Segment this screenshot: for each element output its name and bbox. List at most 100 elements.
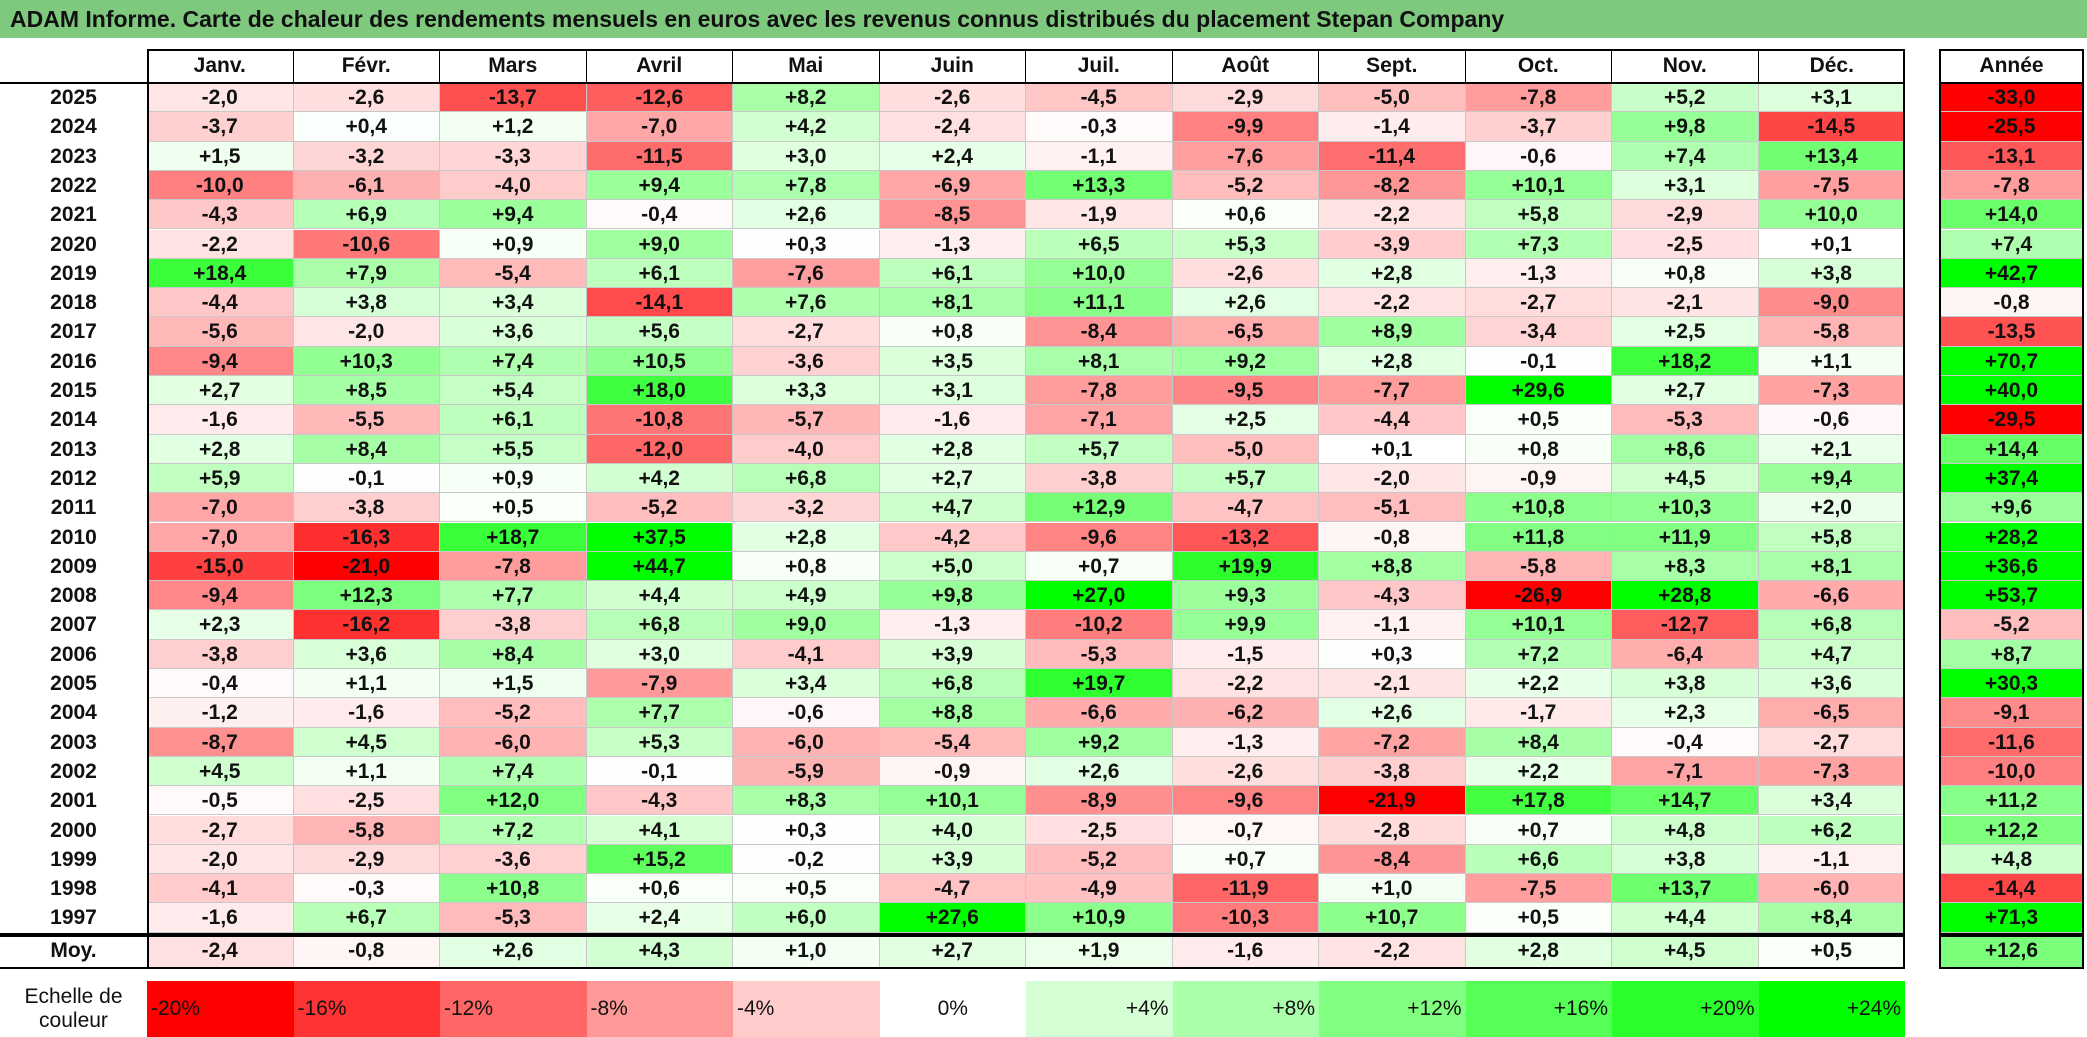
heatmap-cell: -5,6 xyxy=(147,317,294,347)
heatmap-cell: +6,8 xyxy=(879,669,1026,699)
heatmap-cell: +3,6 xyxy=(1758,669,1905,699)
heatmap-cell: +2,3 xyxy=(1612,698,1759,728)
heatmap-cell: +7,3 xyxy=(1465,229,1612,259)
heatmap-cell: +5,8 xyxy=(1465,200,1612,230)
annual-cell: +40,0 xyxy=(1939,376,2084,406)
heatmap-cell: -5,1 xyxy=(1319,493,1466,523)
heatmap-cell: -1,5 xyxy=(1172,639,1319,669)
heatmap-cell: -0,2 xyxy=(733,844,880,875)
heatmap-cell: -9,6 xyxy=(1172,786,1319,816)
heatmap-cell: +0,7 xyxy=(1465,815,1612,845)
heatmap-cell: +9,9 xyxy=(1172,610,1319,640)
heatmap-cell: -3,8 xyxy=(147,639,294,669)
heatmap-cell: +6,6 xyxy=(1465,844,1612,875)
heatmap-cell: +2,7 xyxy=(1612,376,1759,406)
heatmap-cell: +5,5 xyxy=(440,434,587,464)
heatmap-cell: +8,9 xyxy=(1319,317,1466,347)
heatmap-cell: +0,6 xyxy=(586,874,733,904)
heatmap-cell: +18,2 xyxy=(1612,346,1759,376)
heatmap-cell: -1,4 xyxy=(1319,112,1466,142)
heatmap-cell: +12,0 xyxy=(440,786,587,816)
heatmap-cell: +0,3 xyxy=(733,229,880,259)
heatmap-cell: -0,8 xyxy=(1319,522,1466,552)
heatmap-cell: -1,1 xyxy=(1758,844,1905,875)
heatmap-cell: -2,7 xyxy=(1465,288,1612,318)
annual-cell: +36,6 xyxy=(1939,551,2084,582)
heatmap-cell: -6,2 xyxy=(1172,698,1319,728)
heatmap-cell: -4,3 xyxy=(147,200,294,230)
heatmap-cell: -7,8 xyxy=(1465,83,1612,113)
heatmap-cell: -9,9 xyxy=(1172,112,1319,142)
heatmap-cell: +6,2 xyxy=(1758,815,1905,845)
annual-cell: +28,2 xyxy=(1939,522,2084,552)
heatmap-cell: -14,5 xyxy=(1758,112,1905,142)
heatmap-cell: -7,2 xyxy=(1319,727,1466,757)
body-right-border xyxy=(1903,49,1905,933)
annual-cell: +4,8 xyxy=(1939,844,2084,875)
heatmap-cell: +2,6 xyxy=(733,200,880,230)
month-header-8: Août xyxy=(1172,49,1319,83)
heatmap-cell: +2,8 xyxy=(1319,258,1466,289)
heatmap-cell: +6,8 xyxy=(733,463,880,494)
heatmap-cell: +2,7 xyxy=(147,376,294,406)
heatmap-cell: -8,4 xyxy=(1026,317,1173,347)
heatmap-cell: +5,4 xyxy=(440,376,587,406)
average-cell: +1,0 xyxy=(733,935,880,967)
annual-body-bottom-border xyxy=(1939,932,2084,935)
heatmap-cell: +2,6 xyxy=(1026,756,1173,787)
heatmap-cell: -6,9 xyxy=(879,170,1026,201)
year-label-2015: 2015 xyxy=(0,376,147,406)
year-label-2024: 2024 xyxy=(0,112,147,142)
heatmap-cell: +18,0 xyxy=(586,376,733,406)
heatmap-cell: -0,4 xyxy=(586,200,733,230)
annual-cell: -13,1 xyxy=(1939,141,2084,171)
average-left-border xyxy=(147,935,149,967)
year-label-2023: 2023 xyxy=(0,141,147,171)
heatmap-cell: -7,8 xyxy=(440,551,587,582)
heatmap-cell: +4,2 xyxy=(586,463,733,494)
heatmap-cell: -3,6 xyxy=(733,346,880,376)
heatmap-cell: +3,9 xyxy=(879,844,1026,875)
heatmap-cell: +10,1 xyxy=(1465,170,1612,201)
heatmap-cell: +8,4 xyxy=(293,434,440,464)
year-label-2008: 2008 xyxy=(0,581,147,611)
heatmap-cell: -11,9 xyxy=(1172,874,1319,904)
heatmap-cell: +5,7 xyxy=(1026,434,1173,464)
heatmap-cell: -9,0 xyxy=(1758,288,1905,318)
heatmap-cell: -0,6 xyxy=(733,698,880,728)
annual-cell: -25,5 xyxy=(1939,112,2084,142)
heatmap-cell: +10,5 xyxy=(586,346,733,376)
heatmap-cell: +7,2 xyxy=(1465,639,1612,669)
heatmap-cell: +6,5 xyxy=(1026,229,1173,259)
average-cell: +1,9 xyxy=(1026,935,1173,967)
heatmap-cell: +2,8 xyxy=(879,434,1026,464)
month-header-3: Mars xyxy=(440,49,587,83)
year-label-2020: 2020 xyxy=(0,229,147,259)
heatmap-cell: +2,1 xyxy=(1758,434,1905,464)
heatmap-cell: +8,1 xyxy=(879,288,1026,318)
chart-title: ADAM Informe. Carte de chaleur des rende… xyxy=(0,0,2087,38)
heatmap-cell: -9,5 xyxy=(1172,376,1319,406)
heatmap-cell: -5,0 xyxy=(1319,83,1466,113)
average-annual-cell: +12,6 xyxy=(1939,935,2084,967)
heatmap-cell: -1,2 xyxy=(147,698,294,728)
legend-swatch: +24% xyxy=(1758,981,1905,1037)
heatmap-cell: -2,6 xyxy=(293,83,440,113)
heatmap-cell: -2,9 xyxy=(1612,200,1759,230)
annual-cell: +7,4 xyxy=(1939,229,2084,259)
heatmap-cell: +7,6 xyxy=(733,288,880,318)
annual-left-border xyxy=(1939,49,1941,933)
heatmap-cell: -4,7 xyxy=(879,874,1026,904)
heatmap-cell: +3,6 xyxy=(293,639,440,669)
heatmap-cell: +18,4 xyxy=(147,258,294,289)
heatmap-cell: +8,4 xyxy=(1758,903,1905,933)
heatmap-cell: +10,0 xyxy=(1026,258,1173,289)
heatmap-cell: -4,7 xyxy=(1172,493,1319,523)
heatmap-cell: +7,4 xyxy=(1612,141,1759,171)
year-label-1997: 1997 xyxy=(0,903,147,933)
heatmap-cell: +2,2 xyxy=(1465,756,1612,787)
legend-swatch: +20% xyxy=(1612,981,1759,1037)
legend-swatch: -8% xyxy=(586,981,733,1037)
heatmap-cell: -0,4 xyxy=(147,669,294,699)
heatmap-cell: -1,6 xyxy=(879,405,1026,435)
